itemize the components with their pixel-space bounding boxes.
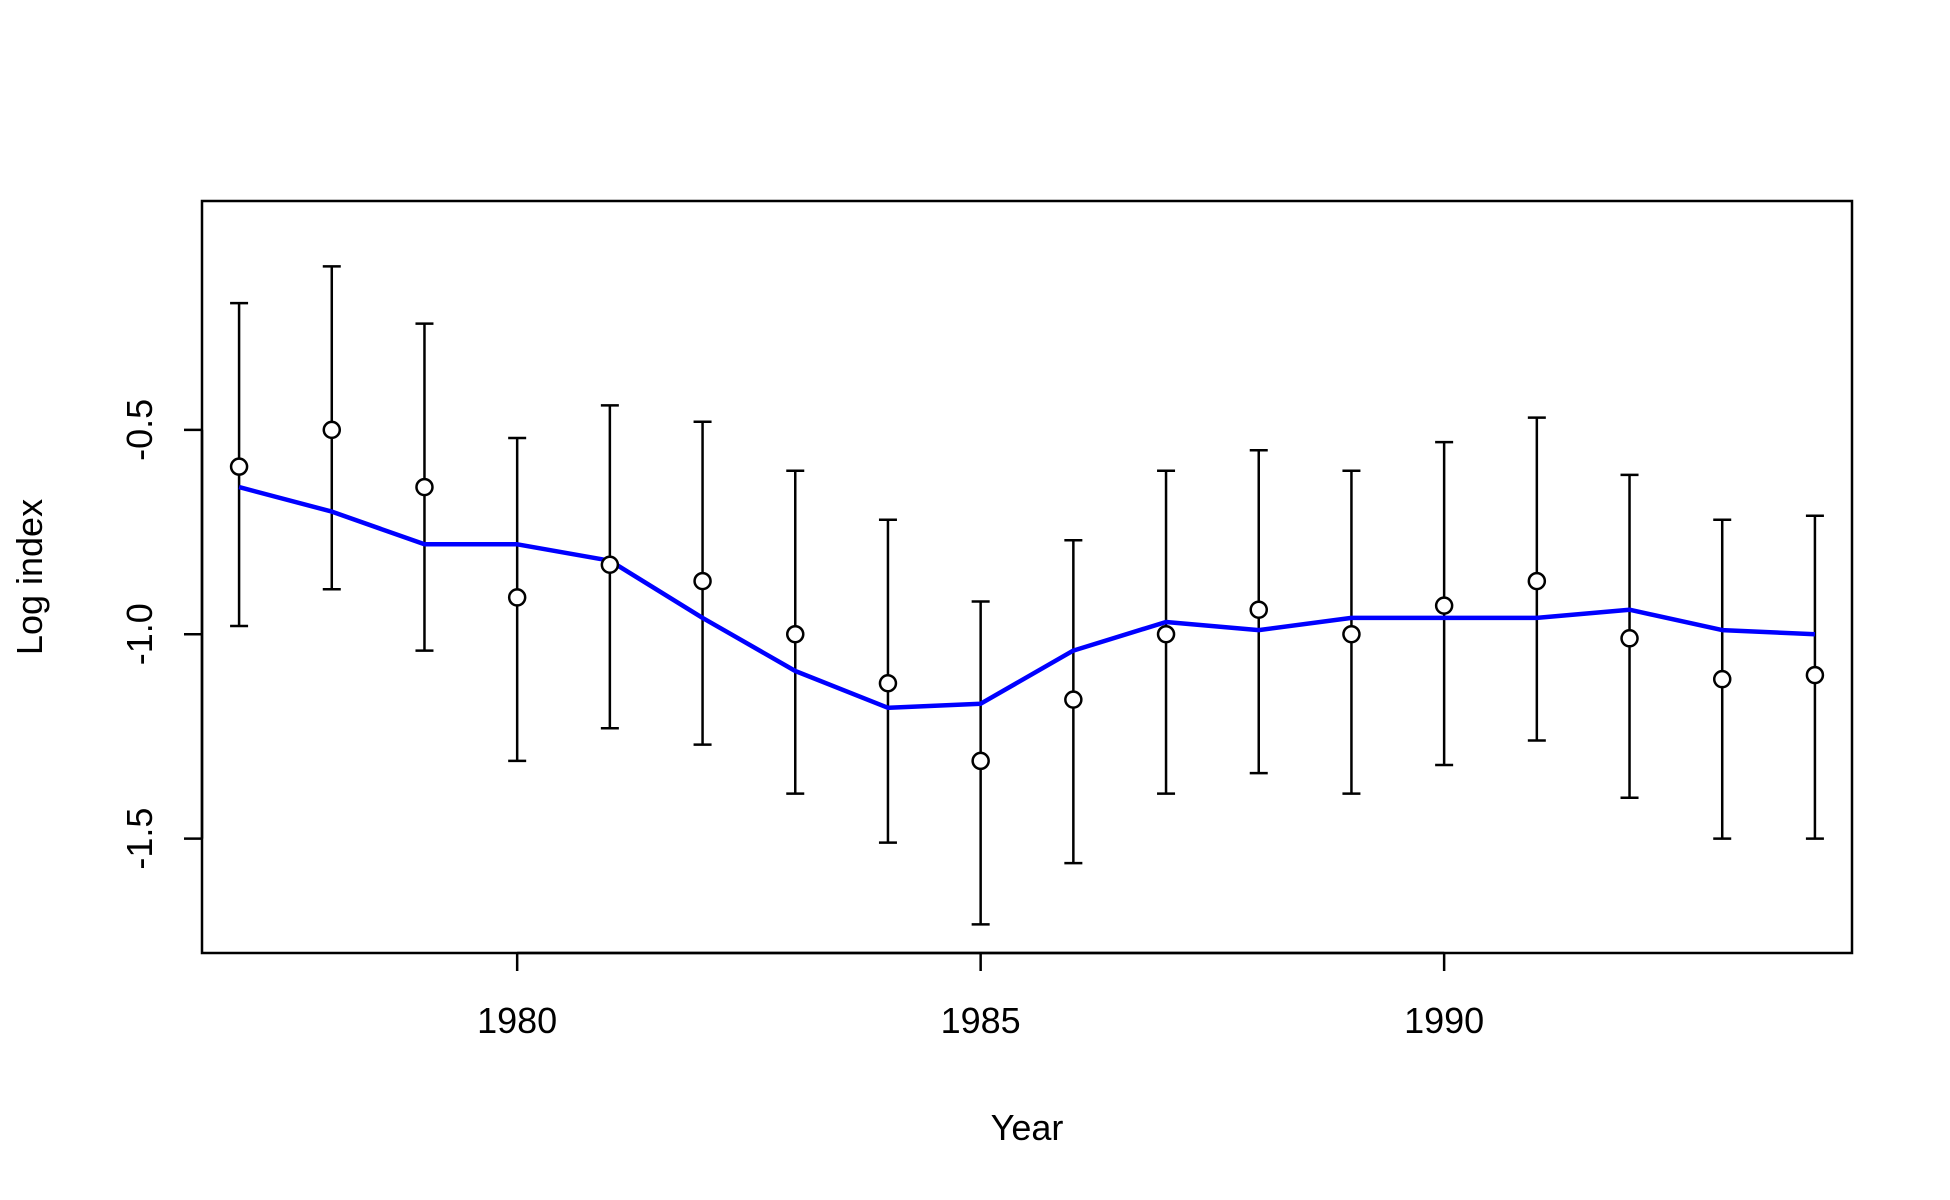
data-point bbox=[1527, 571, 1547, 591]
data-point bbox=[1249, 600, 1268, 619]
data-point bbox=[1064, 690, 1083, 709]
data-point bbox=[600, 555, 620, 574]
fit-line-group bbox=[238, 484, 1815, 711]
data-point bbox=[693, 571, 712, 591]
y-tick-label: -1.5 bbox=[119, 808, 160, 870]
y-axis-label: Log index bbox=[9, 499, 50, 655]
y-axis: -0.5 -1.0 -1.5 bbox=[119, 399, 204, 870]
data-point bbox=[786, 624, 805, 644]
data-point bbox=[507, 588, 527, 607]
data-point bbox=[1805, 665, 1825, 685]
data-point bbox=[1156, 624, 1176, 644]
y-tick-label: -0.5 bbox=[119, 399, 160, 461]
x-axis-label: Year bbox=[991, 1107, 1064, 1148]
data-point bbox=[971, 751, 990, 771]
fit-line bbox=[238, 484, 1815, 711]
x-tick-label: 1985 bbox=[941, 1000, 1021, 1041]
data-point bbox=[1620, 629, 1639, 648]
data-point bbox=[322, 420, 342, 440]
x-axis: 1980 1985 1990 bbox=[477, 951, 1484, 1041]
data-point bbox=[1342, 624, 1361, 644]
y-tick-label: -1.0 bbox=[119, 603, 160, 665]
data-point bbox=[878, 674, 898, 693]
points bbox=[229, 420, 1825, 771]
error-bars bbox=[230, 265, 1824, 926]
x-tick-label: 1980 bbox=[477, 1000, 557, 1041]
x-tick-label: 1990 bbox=[1404, 1000, 1484, 1041]
data-point bbox=[229, 457, 249, 476]
data-point bbox=[415, 477, 434, 497]
plot-box bbox=[200, 199, 1854, 955]
data-point bbox=[1434, 596, 1454, 615]
data-point bbox=[1712, 669, 1732, 689]
